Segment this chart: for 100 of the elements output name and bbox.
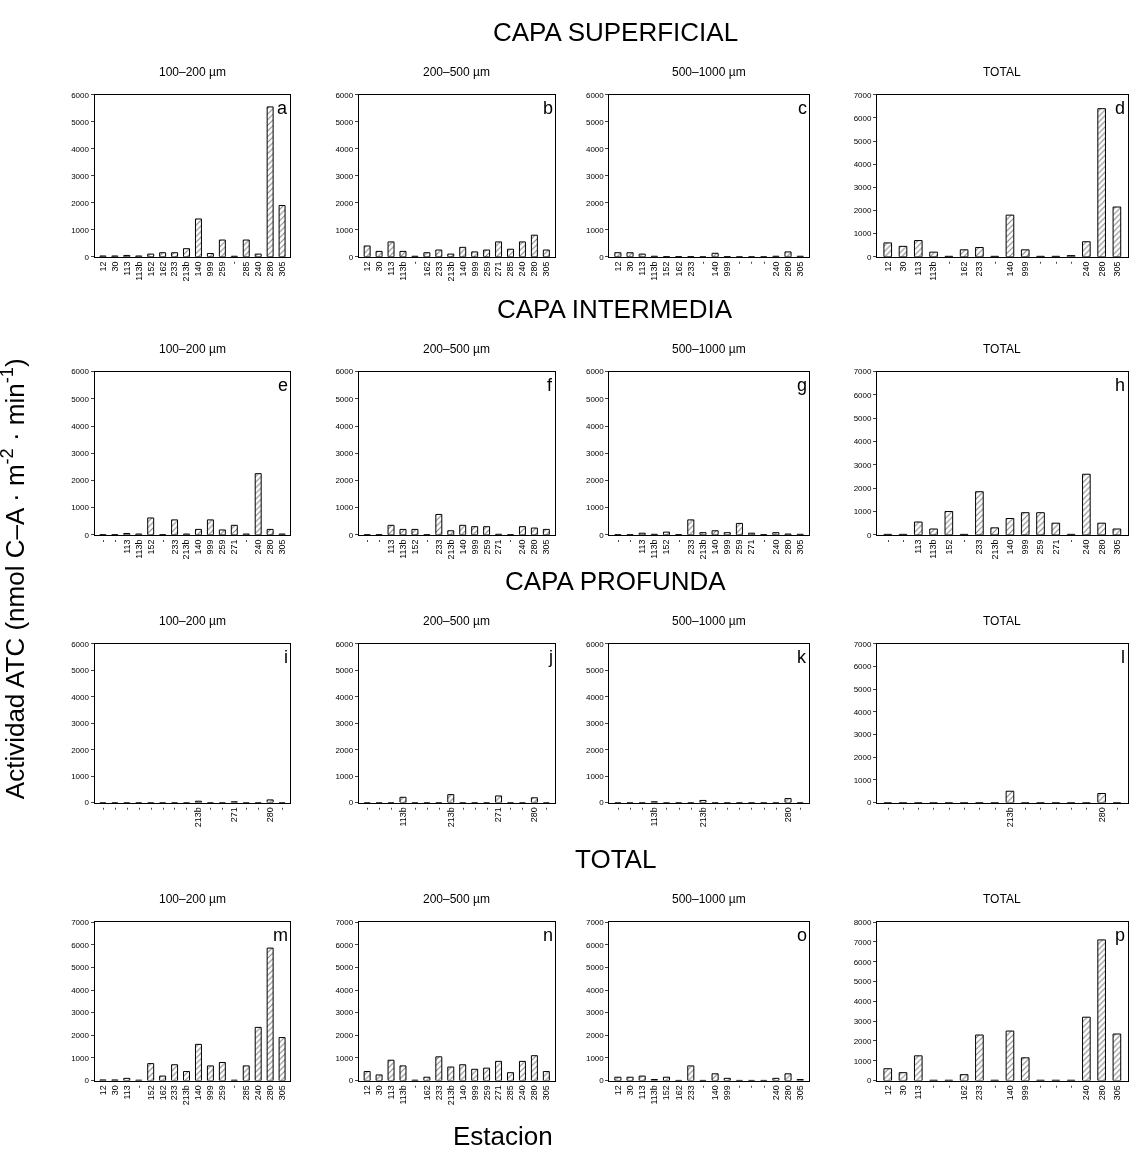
y-tick-label: 0	[866, 252, 872, 262]
x-axis-title: Estacion	[453, 1121, 553, 1151]
x-tick-label: -	[157, 539, 168, 543]
x-tick-label: -	[758, 1085, 769, 1089]
x-tick-label: -	[517, 807, 528, 811]
annotation: j	[548, 647, 553, 667]
x-tick-label: -	[469, 807, 480, 811]
text: CAPA INTERMEDIA	[497, 294, 733, 324]
annotation: a	[277, 98, 288, 118]
y-tick-label: 4000	[853, 997, 872, 1007]
y-tick-label: 6000	[853, 662, 872, 672]
x-tick-label: 113b	[397, 1085, 408, 1105]
x-tick-label: 113b	[397, 261, 408, 281]
y-tick-label: 3000	[585, 449, 605, 459]
x-tick-label: 271	[493, 539, 504, 555]
x-tick-label: 113	[385, 1085, 396, 1100]
chart-title: 100–200 µm	[159, 342, 226, 356]
y-tick-label: 1000	[71, 225, 90, 235]
x-tick-label: 113	[385, 261, 396, 276]
x-tick-label: 280	[529, 1085, 540, 1101]
y-tick-label: 4000	[71, 985, 90, 995]
x-tick-label: 233	[685, 539, 696, 555]
annotation: i	[284, 647, 288, 667]
x-tick-label: 285	[505, 261, 516, 277]
x-tick-label: 213b	[445, 1085, 456, 1106]
x-tick-label: 271	[493, 1085, 504, 1101]
chart-title: TOTAL	[983, 614, 1021, 628]
y-tick-label: 6000	[585, 367, 605, 377]
x-tick-label: 233	[685, 1085, 696, 1101]
x-tick-label: -	[121, 807, 132, 811]
y-tick-label: 3000	[71, 719, 90, 729]
x-tick-label: -	[541, 807, 552, 811]
x-tick-label: -	[943, 261, 954, 265]
x-tick-label: 113	[913, 1085, 924, 1100]
y-tick-label: 2000	[71, 1031, 90, 1041]
annotation: k	[797, 647, 807, 667]
y-tick-label: 0	[599, 1076, 605, 1086]
x-tick-label: -	[409, 1085, 420, 1089]
x-tick-label: 285	[505, 1085, 516, 1101]
x-tick-label: -	[959, 539, 970, 543]
x-tick-label: -	[157, 807, 168, 811]
x-tick-label: 233	[433, 539, 444, 555]
x-tick-label: -	[133, 807, 144, 811]
x-tick-label: 140	[1004, 1085, 1015, 1101]
x-tick-label: 305	[277, 539, 288, 555]
x-tick-label: -	[1020, 807, 1031, 811]
x-tick-label: 280	[1096, 261, 1107, 277]
x-tick-label: 12	[882, 1085, 893, 1096]
x-tick-label: 240	[517, 1085, 528, 1101]
y-tick-label: 3000	[853, 730, 872, 740]
x-tick-label: 259	[217, 261, 228, 277]
y-tick-label: 3000	[335, 719, 354, 729]
x-tick-label: 240	[1081, 1085, 1092, 1101]
y-tick-label: 4000	[335, 144, 354, 154]
x-tick-label: -	[974, 807, 985, 811]
x-tick-label: -	[97, 807, 108, 811]
y-tick-label: 1000	[71, 1053, 90, 1063]
x-tick-label: 240	[253, 261, 264, 277]
x-tick-label: -	[913, 807, 924, 811]
x-tick-label: 162	[959, 1085, 970, 1101]
x-tick-label: -	[661, 807, 672, 811]
x-tick-label: 305	[541, 539, 552, 555]
y-tick-label: 1000	[71, 503, 90, 513]
x-tick-label: 233	[169, 539, 180, 555]
x-tick-label: 213b	[697, 539, 708, 560]
x-tick-label: 162	[673, 1085, 684, 1101]
x-tick-label: -	[795, 807, 806, 811]
x-tick-label: 113	[637, 1085, 648, 1100]
x-tick-label: -	[1066, 539, 1077, 543]
x-tick-label: 113b	[133, 539, 144, 559]
x-tick-label: -	[1066, 1085, 1077, 1089]
y-tick-label: 2000	[853, 1036, 872, 1046]
x-tick-label: 999	[722, 261, 733, 277]
y-tick-label: 7000	[853, 367, 872, 377]
x-tick-label: 280	[529, 807, 540, 823]
x-tick-label: 305	[795, 539, 806, 555]
x-tick-label: 140	[193, 1085, 204, 1101]
x-tick-label: 305	[277, 261, 288, 277]
annotation: h	[1115, 375, 1126, 395]
x-tick-label: 271	[229, 539, 240, 555]
x-tick-label: 305	[795, 1085, 806, 1101]
y-tick-label: 4000	[71, 692, 90, 702]
x-tick-label: 280	[265, 807, 276, 823]
x-tick-label: 140	[457, 539, 468, 555]
x-tick-label: -	[505, 807, 516, 811]
x-tick-label: 140	[710, 1085, 721, 1101]
y-tick-label: 2000	[71, 476, 90, 486]
x-tick-label: 213b	[445, 261, 456, 282]
x-tick-label: -	[697, 261, 708, 265]
x-tick-label: 305	[277, 1085, 288, 1101]
x-tick-label: 271	[493, 807, 504, 823]
x-tick-label: -	[959, 807, 970, 811]
y-tick-label: 7000	[71, 917, 90, 927]
x-tick-label: 12	[612, 261, 623, 272]
x-tick-label: -	[1050, 261, 1061, 265]
y-tick-label: 2000	[853, 753, 872, 763]
chart-title: 200–500 µm	[423, 342, 490, 356]
x-tick-label: 240	[517, 261, 528, 277]
x-tick-label: -	[481, 807, 492, 811]
x-tick-label: 152	[145, 1085, 156, 1101]
